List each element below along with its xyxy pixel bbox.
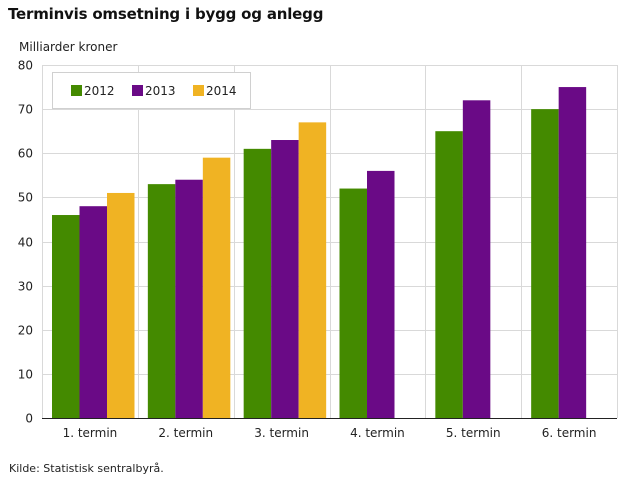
legend-label-2012: 2012: [84, 84, 115, 98]
y-tick-label: 0: [25, 412, 33, 426]
legend-swatch-2014: [193, 85, 204, 96]
y-tick-label: 20: [18, 324, 33, 338]
x-category-label: 3. termin: [254, 426, 309, 440]
legend-label-2013: 2013: [145, 84, 176, 98]
bar-2012-6: [531, 109, 559, 418]
bar-2014-3: [298, 122, 327, 419]
legend-swatch-2012: [71, 85, 82, 96]
bar-2013-1: [79, 206, 107, 418]
y-axis-unit-label: Milliarder kroner: [19, 40, 118, 54]
y-tick-label: 60: [18, 147, 33, 161]
bar-2013-3: [271, 140, 299, 418]
x-category-label: 4. termin: [350, 426, 405, 440]
x-category-label: 2. termin: [158, 426, 213, 440]
chart-title: Terminvis omsetning i bygg og anlegg: [8, 5, 324, 23]
bars: [52, 87, 587, 419]
bar-2014-1: [107, 192, 135, 418]
legend-swatch-2013: [132, 85, 143, 96]
bar-2013-6: [558, 87, 587, 418]
x-category-label: 6. termin: [542, 426, 597, 440]
y-tick-label: 70: [18, 103, 33, 117]
legend: 2012 2013 2014: [52, 72, 251, 109]
bar-2012-5: [435, 131, 463, 418]
legend-box: [52, 72, 251, 109]
y-tick-label: 80: [18, 59, 33, 73]
y-axis-ticks: 0 10 20 30 40 50 60 70 80: [18, 59, 33, 426]
source-note: Kilde: Statistisk sentralbyrå.: [9, 462, 164, 475]
bar-2012-4: [339, 188, 367, 418]
y-tick-label: 30: [18, 280, 33, 294]
y-tick-label: 10: [18, 368, 33, 382]
x-category-label: 5. termin: [446, 426, 501, 440]
bar-2014-2: [202, 157, 231, 418]
bar-2013-4: [367, 170, 395, 418]
y-tick-label: 40: [18, 236, 33, 250]
bar-2012-1: [52, 215, 80, 418]
x-category-label: 1. termin: [63, 426, 118, 440]
bar-2012-3: [243, 148, 272, 418]
gridlines: [42, 65, 618, 419]
legend-label-2014: 2014: [206, 84, 237, 98]
x-axis-labels: 1. termin 2. termin 3. termin 4. termin 5. t…: [63, 426, 597, 440]
bar-2013-2: [175, 179, 203, 418]
bar-2012-2: [147, 184, 176, 418]
bar-2013-5: [462, 100, 491, 419]
y-tick-label: 50: [18, 191, 33, 205]
